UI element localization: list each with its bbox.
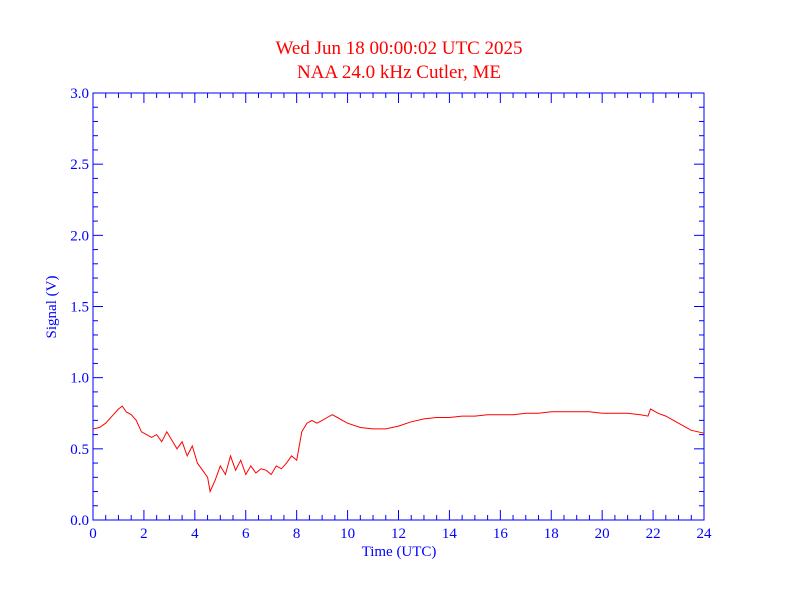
y-tick-label: 2.5 [70, 157, 89, 173]
y-axis-label: Signal (V) [44, 276, 60, 339]
x-tick-label: 20 [595, 526, 610, 542]
x-tick-label: 2 [140, 526, 148, 542]
x-tick-label: 22 [646, 526, 661, 542]
x-tick-label: 18 [544, 526, 559, 542]
x-axis-label: Time (UTC) [362, 544, 437, 560]
y-tick-label: 3.0 [70, 86, 89, 102]
ticks [92, 92, 705, 521]
chart-subtitle: NAA 24.0 kHz Cutler, ME [297, 62, 501, 83]
x-tick-label: 10 [340, 526, 355, 542]
y-tick-label: 1.5 [70, 300, 89, 316]
x-tick-label: 8 [293, 526, 301, 542]
x-tick-label: 0 [89, 526, 97, 542]
y-tick-label: 2.0 [70, 228, 89, 244]
signal-series-line [92, 405, 705, 494]
y-tick-label: 0.0 [70, 513, 89, 529]
x-tick-labels: 0 2 4 6 8 10 12 14 16 18 20 22 24 [89, 526, 712, 542]
y-tick-label: 1.0 [70, 371, 89, 387]
x-tick-label: 4 [191, 526, 199, 542]
plot-frame [92, 92, 705, 521]
x-tick-label: 16 [493, 526, 509, 542]
chart-title: Wed Jun 18 00:00:02 UTC 2025 [275, 38, 522, 59]
x-tick-label: 14 [442, 526, 458, 542]
x-tick-label: 24 [697, 526, 713, 542]
x-tick-label: 6 [242, 526, 250, 542]
y-tick-label: 0.5 [70, 442, 89, 458]
x-tick-label: 12 [391, 526, 406, 542]
y-tick-labels: 0.0 0.5 1.0 1.5 2.0 2.5 3.0 [70, 86, 89, 529]
